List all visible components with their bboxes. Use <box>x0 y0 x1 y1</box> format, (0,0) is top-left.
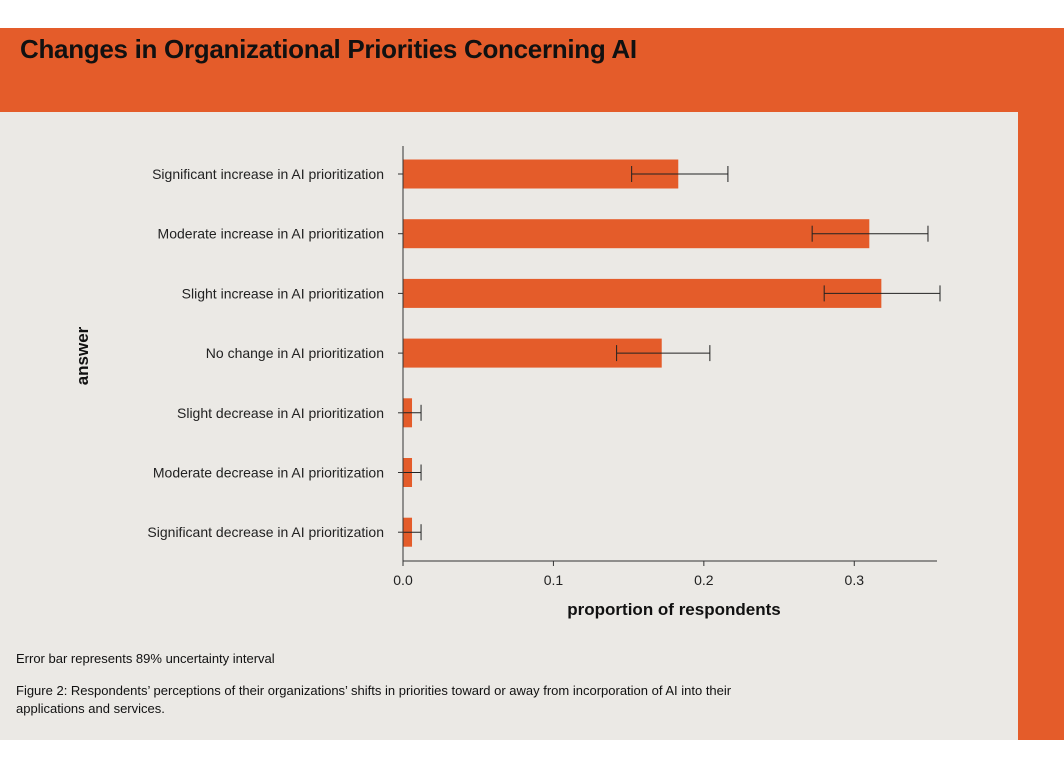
bar <box>403 219 870 249</box>
y-tick-label: Significant increase in AI prioritizatio… <box>152 166 384 182</box>
chart-panel <box>0 112 1018 740</box>
axes-layer <box>398 146 937 566</box>
y-tick-label: Moderate increase in AI prioritization <box>158 226 384 242</box>
y-tick-label: Slight increase in AI prioritization <box>182 285 384 301</box>
page-title: Changes in Organizational Priorities Con… <box>20 34 637 64</box>
x-tick-label: 0.3 <box>845 572 865 588</box>
accent-strip <box>1018 112 1064 740</box>
y-tick-label: Significant decrease in AI prioritizatio… <box>147 524 384 540</box>
x-tick-label: 0.0 <box>393 572 413 588</box>
x-tick-label: 0.1 <box>544 572 564 588</box>
bar <box>403 278 882 308</box>
y-tick-label: Slight decrease in AI prioritization <box>177 405 384 421</box>
error-bar-note: Error bar represents 89% uncertainty int… <box>16 651 275 666</box>
labels-layer: Significant increase in AI prioritizatio… <box>147 166 864 588</box>
y-tick-label: Moderate decrease in AI prioritization <box>153 465 384 481</box>
figure-caption: Figure 2: Respondents’ perceptions of th… <box>16 683 732 716</box>
x-tick-label: 0.2 <box>694 572 714 588</box>
y-axis-title: answer <box>73 326 92 385</box>
x-axis-title: proportion of respondents <box>567 600 780 619</box>
title-banner <box>0 28 1064 112</box>
y-tick-label: No change in AI prioritization <box>206 345 384 361</box>
